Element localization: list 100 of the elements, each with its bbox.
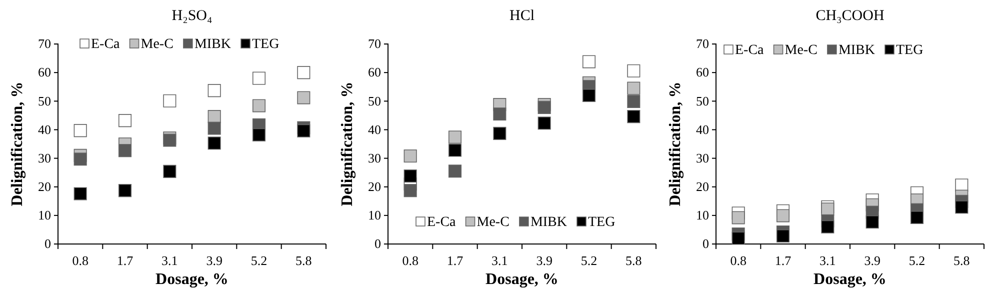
point [163, 94, 176, 108]
y-tick-label: 40 [696, 122, 709, 137]
y-tick-label: 70 [696, 36, 709, 52]
point [252, 72, 266, 85]
point [163, 134, 176, 147]
point [118, 114, 132, 128]
point [208, 84, 221, 98]
point [955, 200, 968, 214]
point [297, 124, 310, 138]
point [538, 100, 551, 114]
y-tick-label: 50 [38, 93, 51, 108]
point [821, 202, 834, 216]
x-tick-label: 0.8 [72, 253, 88, 268]
y-tick-label: 40 [38, 122, 51, 137]
legend-label: MIBK [838, 43, 875, 58]
point [493, 126, 506, 140]
x-tick-label: 3.1 [492, 253, 508, 268]
point [297, 66, 310, 80]
point [74, 187, 87, 200]
x-axis-title: Dosage, % [814, 271, 886, 288]
chart-title: CH₃COOH [816, 8, 884, 24]
y-tick-label: 20 [696, 179, 709, 194]
x-tick-label: 5.8 [954, 253, 970, 268]
point [74, 152, 87, 166]
point [493, 107, 506, 121]
y-tick-label: 20 [368, 179, 381, 194]
point [582, 88, 596, 102]
x-tick-label: 3.9 [536, 253, 552, 268]
legend-label: MIBK [530, 215, 567, 230]
point [776, 229, 790, 243]
legend-label: Me-C [476, 215, 510, 230]
x-tick-label: 3.1 [820, 253, 836, 268]
y-tick-label: 60 [368, 64, 381, 80]
y-tick-label: 0 [374, 236, 381, 252]
x-tick-label: 3.9 [864, 253, 880, 268]
legend-label: E-Ca [91, 37, 121, 52]
y-tick-label: 50 [696, 93, 709, 108]
point [163, 164, 176, 178]
x-tick-label: 1.7 [774, 253, 792, 268]
point [538, 116, 551, 130]
legend-label: TEG [896, 43, 924, 58]
y-tick-label: 30 [368, 150, 381, 166]
y-tick-label: 10 [696, 208, 709, 223]
point [118, 184, 132, 198]
point [118, 144, 132, 158]
point [866, 215, 879, 229]
x-tick-label: 5.2 [580, 253, 598, 268]
y-axis-title: Delignification, % [9, 82, 26, 206]
y-tick-label: 70 [38, 36, 51, 52]
point [627, 82, 640, 95]
point [252, 128, 266, 142]
legend-label: MIBK [194, 37, 231, 52]
point [252, 99, 266, 112]
point [297, 91, 310, 104]
y-tick-label: 60 [696, 64, 709, 80]
point [448, 144, 462, 157]
x-tick-label: 0.8 [730, 253, 746, 268]
point [448, 130, 462, 144]
point [404, 169, 417, 183]
y-tick-label: 30 [38, 150, 51, 166]
y-axis-title: Delignification, % [667, 82, 684, 206]
point [582, 55, 596, 68]
x-tick-label: 5.2 [250, 253, 268, 268]
chart-title: HCl [509, 8, 535, 24]
x-tick-label: 3.9 [206, 253, 222, 268]
point [732, 211, 745, 224]
point [404, 149, 417, 163]
point [208, 136, 221, 150]
point [627, 64, 640, 78]
point [74, 124, 87, 138]
point [732, 232, 745, 245]
point [448, 164, 462, 178]
y-tick-label: 10 [368, 208, 381, 223]
x-tick-label: 5.8 [296, 253, 312, 268]
x-tick-label: 1.7 [116, 253, 134, 268]
legend-label: TEG [252, 37, 280, 52]
y-tick-label: 0 [44, 236, 51, 252]
point [627, 110, 640, 124]
point [910, 210, 924, 224]
y-tick-label: 10 [38, 208, 51, 223]
y-tick-label: 50 [368, 93, 381, 108]
legend-label: Me-C [140, 37, 174, 52]
y-tick-label: 60 [38, 64, 51, 80]
y-axis-title: Delignification, % [339, 82, 356, 206]
point [776, 209, 790, 222]
x-axis-title: Dosage, % [486, 271, 558, 288]
legend-label: E-Ca [427, 215, 457, 230]
y-tick-label: 30 [696, 150, 709, 166]
point [821, 220, 834, 234]
y-tick-label: 70 [368, 36, 381, 52]
y-tick-label: 0 [702, 236, 709, 252]
y-tick-label: 20 [38, 179, 51, 194]
x-axis-title: Dosage, % [156, 271, 228, 288]
x-tick-label: 0.8 [402, 253, 418, 268]
legend-label: TEG [588, 215, 616, 230]
y-tick-label: 40 [368, 122, 381, 137]
legend-label: E-Ca [735, 43, 765, 58]
x-tick-label: 3.1 [162, 253, 178, 268]
x-tick-label: 1.7 [446, 253, 464, 268]
x-tick-label: 5.2 [908, 253, 926, 268]
